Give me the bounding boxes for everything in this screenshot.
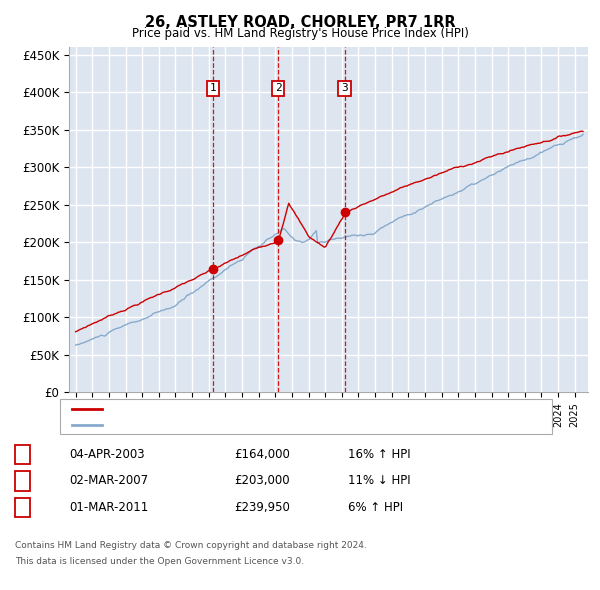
Text: 26, ASTLEY ROAD, CHORLEY, PR7 1RR (detached house): 26, ASTLEY ROAD, CHORLEY, PR7 1RR (detac… <box>108 404 401 414</box>
Text: 01-MAR-2011: 01-MAR-2011 <box>69 501 148 514</box>
Text: 1: 1 <box>19 448 26 461</box>
Text: 04-APR-2003: 04-APR-2003 <box>69 448 145 461</box>
Text: £203,000: £203,000 <box>234 474 290 487</box>
Text: Contains HM Land Registry data © Crown copyright and database right 2024.: Contains HM Land Registry data © Crown c… <box>15 541 367 550</box>
Text: 16% ↑ HPI: 16% ↑ HPI <box>348 448 410 461</box>
Text: 6% ↑ HPI: 6% ↑ HPI <box>348 501 403 514</box>
Text: 3: 3 <box>341 83 348 93</box>
Text: This data is licensed under the Open Government Licence v3.0.: This data is licensed under the Open Gov… <box>15 558 304 566</box>
Text: 3: 3 <box>19 501 26 514</box>
Text: £239,950: £239,950 <box>234 501 290 514</box>
Text: 1: 1 <box>210 83 217 93</box>
Text: 2: 2 <box>275 83 281 93</box>
Text: 02-MAR-2007: 02-MAR-2007 <box>69 474 148 487</box>
Text: 11% ↓ HPI: 11% ↓ HPI <box>348 474 410 487</box>
Text: Price paid vs. HM Land Registry's House Price Index (HPI): Price paid vs. HM Land Registry's House … <box>131 27 469 40</box>
Text: 2: 2 <box>19 474 26 487</box>
Text: 26, ASTLEY ROAD, CHORLEY, PR7 1RR: 26, ASTLEY ROAD, CHORLEY, PR7 1RR <box>145 15 455 30</box>
Text: HPI: Average price, detached house, Chorley: HPI: Average price, detached house, Chor… <box>108 420 341 430</box>
Text: £164,000: £164,000 <box>234 448 290 461</box>
